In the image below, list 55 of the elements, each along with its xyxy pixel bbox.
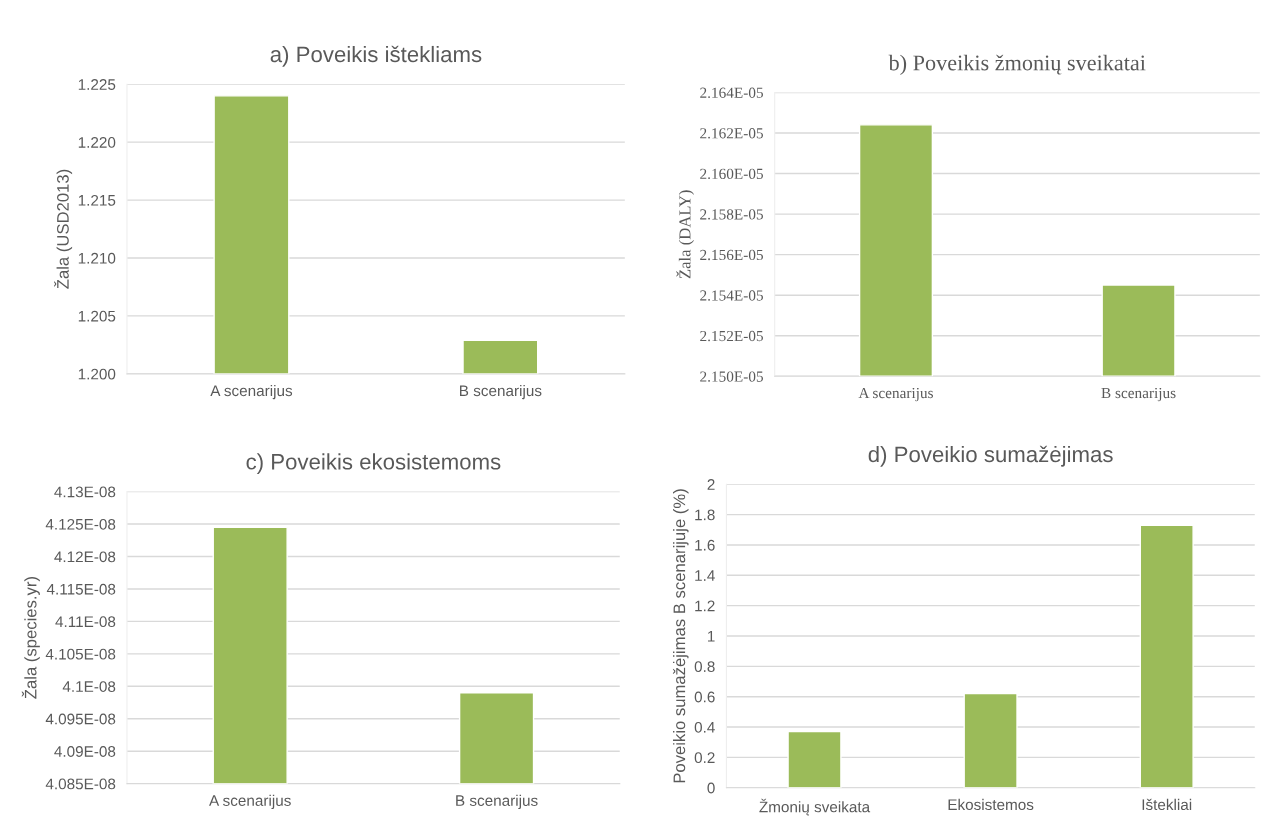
y-tick-label: 1.4 (695, 570, 715, 581)
y-tick-label: 2.154E-05 (700, 290, 763, 301)
x-tick-label: Ištekliai (1142, 798, 1192, 811)
y-tick-label: 2.164E-05 (700, 87, 763, 98)
y-tick-label: 1.8 (695, 509, 715, 521)
y-axis-title: Poveikio sumažėjimas B scenarijuje (%) (672, 489, 689, 783)
x-tick-label: A scenarijus (210, 384, 293, 400)
y-tick-label: 1 (708, 631, 715, 642)
y-tick-label: 2.152E-05 (700, 330, 763, 342)
bar (963, 692, 1018, 788)
y-tick-label: 0.8 (694, 661, 715, 673)
y-tick-label: 4.085E-08 (45, 778, 116, 790)
y-tick-label: 1.215 (78, 194, 116, 206)
y-tick-label: 1.220 (78, 137, 116, 148)
y-tick-label: 1.200 (78, 368, 116, 380)
x-tick-label: B scenarijus (460, 384, 542, 400)
x-tick-label: A scenarijus (858, 387, 933, 402)
y-tick-label: 0.2 (694, 752, 715, 764)
y-tick-label: 2 (707, 479, 715, 490)
bar (787, 730, 842, 788)
y-tick-label: 1.225 (78, 79, 116, 90)
y-tick-label: 4.13E-08 (54, 486, 116, 498)
x-tick-label: Žmonių sveikata (759, 798, 871, 816)
y-tick-label: 2.160E-05 (700, 168, 763, 180)
chart-title: a) Poveikis ištekliams (270, 45, 482, 67)
y-tick-label: 4.12E-08 (54, 551, 116, 563)
y-tick-label: 4.11E-08 (55, 616, 116, 628)
y-tick-label: 4.1E-08 (62, 681, 116, 692)
x-tick-label: A scenarijus (209, 794, 291, 809)
x-tick-label: Ekosistemos (948, 798, 1034, 811)
chart-title: d) Poveikio sumažėjimas (868, 445, 1113, 467)
y-tick-label: 0.6 (694, 691, 715, 703)
y-tick-label: 2.156E-05 (700, 249, 763, 261)
y-axis-title: Žala (species.yr) (21, 577, 40, 699)
y-tick-label: 2.158E-05 (700, 209, 763, 220)
y-tick-label: 4.115E-08 (46, 583, 116, 595)
bar (1139, 524, 1194, 788)
y-axis-title: Žala (USD2013) (54, 169, 73, 289)
x-tick-label: B scenarijus (456, 794, 538, 809)
y-tick-label: 2.150E-05 (700, 371, 763, 382)
y-tick-label: 2.162E-05 (700, 128, 763, 139)
x-tick-label: B scenarijus (1101, 387, 1176, 402)
y-tick-label: 0.4 (694, 721, 715, 733)
chart-title: b) Poveikis žmonių sveikatai (888, 54, 1146, 75)
chart-title: c) Poveikis ekosistemoms (246, 453, 501, 474)
y-tick-label: 4.105E-08 (45, 648, 116, 660)
y-axis-title: Žala (DALY) (676, 190, 694, 279)
y-tick-label: 1.205 (78, 310, 116, 322)
y-tick-label: 1.6 (695, 539, 715, 551)
y-tick-label: 4.125E-08 (45, 518, 116, 530)
y-tick-label: 0 (707, 782, 715, 794)
y-tick-label: 4.09E-08 (54, 746, 116, 757)
y-tick-label: 1.2 (695, 600, 715, 612)
y-tick-label: 4.095E-08 (45, 713, 116, 725)
y-tick-label: 1.210 (78, 252, 116, 264)
